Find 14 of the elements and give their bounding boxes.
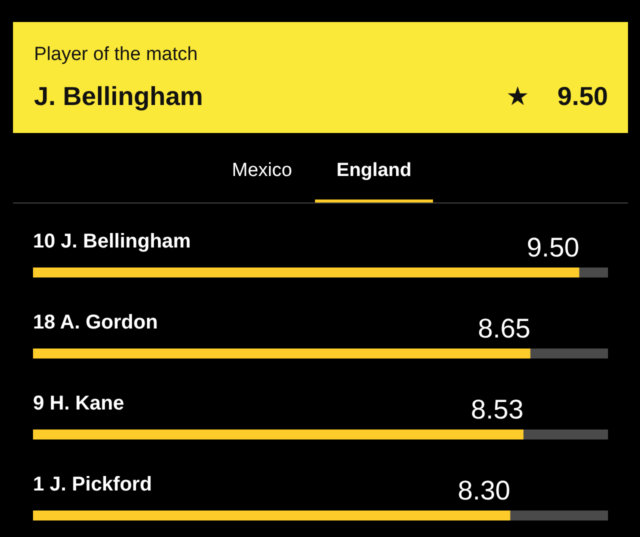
y-tick-label: 1 J. Pickford [33, 474, 152, 496]
text: J. Bellingham [34, 81, 204, 111]
data-label: 8.53 [470, 394, 524, 424]
text: ★ [506, 81, 529, 111]
y-tick-label: 18 A. Gordon [33, 312, 158, 334]
y-tick-label: 9 H. Kane [33, 392, 124, 414]
text: Player of the match [34, 44, 198, 65]
data-label: 8.30 [458, 476, 510, 506]
text: Mexico [232, 160, 292, 181]
text: 9.50 [557, 81, 608, 111]
data-label: 8.65 [478, 314, 530, 344]
y-tick-label: 10 J. Bellingham [33, 230, 191, 252]
data-label: 9.50 [526, 232, 580, 262]
text: England [336, 160, 412, 181]
